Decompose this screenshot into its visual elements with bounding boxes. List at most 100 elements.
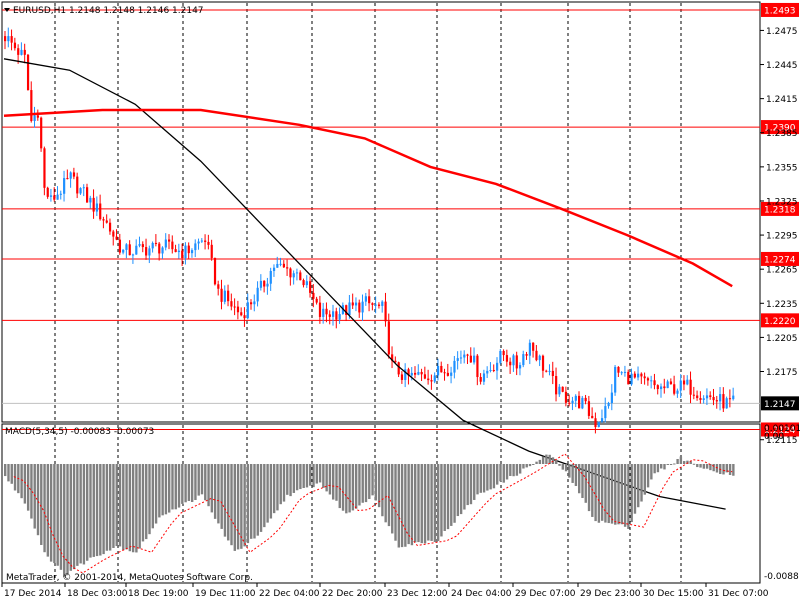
- macd-histogram-bar: [122, 464, 125, 550]
- candle-body: [673, 384, 676, 394]
- candle-body: [95, 203, 99, 212]
- candle-body: [236, 306, 240, 313]
- macd-histogram-bar: [568, 464, 571, 478]
- macd-histogram-bar: [574, 464, 578, 487]
- macd-histogram-bar: [440, 464, 443, 537]
- candle-body: [105, 220, 108, 223]
- macd-histogram-bar: [650, 464, 653, 480]
- price-level-tag: [761, 422, 799, 437]
- price-level-tag: [761, 120, 799, 135]
- candle-body: [13, 42, 17, 49]
- macd-histogram-bar: [532, 464, 535, 465]
- y-tick-label: 1.2175: [766, 368, 798, 378]
- macd-histogram-bar: [387, 464, 391, 527]
- macd-histogram-bar: [276, 464, 279, 511]
- candle-body: [33, 115, 36, 122]
- macd-histogram-bar: [66, 464, 69, 575]
- candle-body: [692, 394, 695, 396]
- macd-histogram-bar: [702, 464, 706, 469]
- macd-histogram-bar: [207, 464, 210, 507]
- macd-histogram-bar: [427, 464, 430, 541]
- macd-histogram-bar: [545, 454, 548, 464]
- candle-body: [351, 302, 354, 306]
- y-tick-label: 1.2235: [766, 300, 798, 310]
- price-level-label: 1.2274: [764, 255, 796, 265]
- candle-body: [660, 386, 663, 390]
- candle-body: [30, 90, 33, 122]
- candle-body: [414, 372, 417, 375]
- candle-body: [250, 302, 253, 305]
- candle-body: [646, 378, 650, 381]
- x-tick-label: 22 Dec 20:00: [322, 589, 383, 599]
- macd-histogram-bar: [420, 464, 423, 544]
- candle-body: [702, 398, 705, 400]
- candle-body: [299, 272, 302, 281]
- candle-body: [381, 301, 384, 306]
- candle-body: [640, 373, 643, 377]
- candle-body: [184, 245, 187, 259]
- candle-body: [154, 242, 158, 244]
- macd-histogram-bar: [502, 464, 505, 483]
- candle-body: [69, 172, 72, 179]
- macd-histogram-bar: [187, 464, 191, 501]
- x-tick-label: 17 Dec 2014: [4, 589, 62, 599]
- macd-ytick-bottom: -0.0088: [764, 572, 799, 582]
- candle-body: [338, 314, 341, 320]
- candle-body: [555, 376, 558, 395]
- macd-histogram-bar: [76, 464, 79, 566]
- candle-body: [384, 301, 387, 322]
- candle-body: [397, 362, 400, 375]
- candle-body: [476, 355, 479, 378]
- macd-pane-frame: [1, 423, 761, 584]
- macd-histogram-bar: [348, 464, 351, 513]
- macd-histogram-bar: [305, 464, 309, 488]
- candle-body: [131, 254, 135, 256]
- macd-histogram-bar: [509, 464, 512, 476]
- macd-histogram-bar: [151, 464, 154, 529]
- candle-body: [696, 395, 699, 399]
- candle-body: [210, 244, 213, 258]
- macd-histogram-bar: [190, 464, 194, 502]
- macd-histogram-bar: [414, 464, 417, 543]
- candle-body: [561, 386, 564, 392]
- macd-histogram-bar: [161, 464, 164, 516]
- macd-histogram-bar: [253, 464, 256, 539]
- candle-body: [328, 314, 331, 317]
- macd-histogram-bar: [377, 464, 381, 508]
- candle-body: [633, 373, 636, 378]
- y-tick-label: 1.2265: [766, 266, 798, 276]
- candle-body: [99, 203, 102, 220]
- candle-body: [246, 302, 249, 319]
- macd-histogram-bar: [538, 459, 542, 464]
- candle-body: [148, 248, 151, 256]
- candle-body: [358, 302, 361, 313]
- macd-histogram-bar: [49, 464, 53, 562]
- macd-histogram-bar: [391, 464, 394, 534]
- main-pane-frame: [1, 1, 761, 423]
- macd-histogram-bar: [466, 464, 469, 506]
- macd-histogram-bar: [525, 464, 528, 468]
- price-level-label: 1.2390: [764, 124, 796, 134]
- candle-body: [574, 395, 577, 401]
- candle-body: [253, 301, 256, 305]
- macd-histogram-bar: [610, 464, 614, 524]
- x-tick-label: 22 Dec 04:00: [259, 589, 320, 599]
- macd-signal-line: [13, 453, 733, 574]
- macd-histogram-bar: [459, 464, 463, 515]
- candle-body: [548, 370, 551, 372]
- candle-body: [450, 372, 453, 376]
- candle-body: [332, 311, 335, 317]
- candle-body: [578, 395, 581, 409]
- candle-body: [128, 244, 131, 256]
- macd-histogram-bar: [40, 464, 43, 545]
- macd-histogram-bar: [171, 464, 174, 510]
- macd-histogram-bar: [227, 464, 230, 541]
- macd-histogram-bar: [279, 464, 282, 505]
- macd-histogram-bar: [486, 464, 489, 491]
- candle-body: [532, 342, 535, 351]
- chart-title: EURUSD,H1 1.2148 1.2148 1.2146 1.2147: [13, 6, 204, 16]
- macd-histogram-bar: [692, 463, 696, 465]
- macd-histogram-bar: [728, 464, 732, 475]
- candle-body: [623, 371, 627, 373]
- y-tick-label: 1.2205: [766, 334, 798, 344]
